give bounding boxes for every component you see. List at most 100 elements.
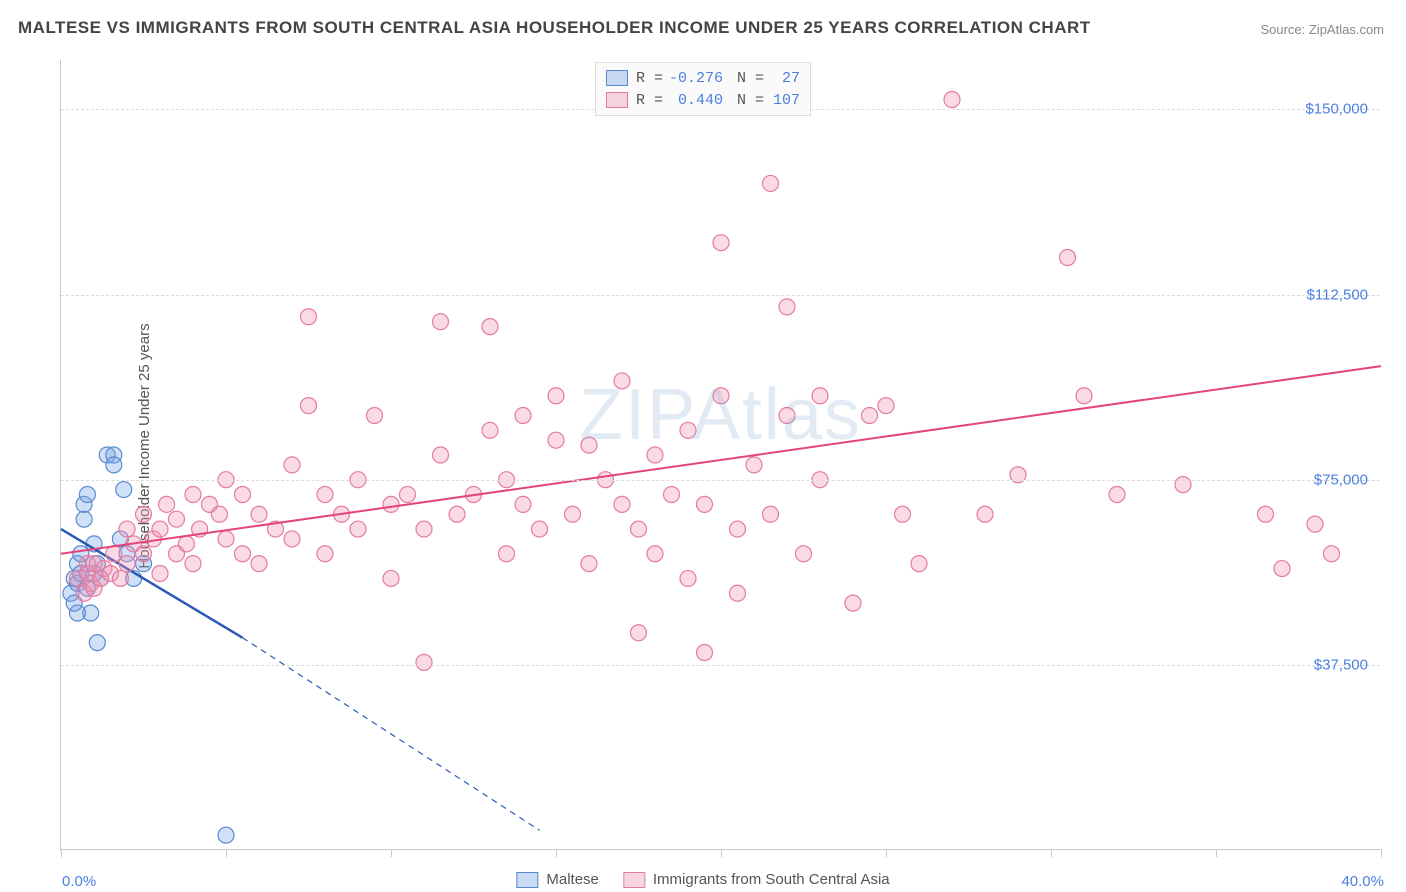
- data-point: [284, 531, 300, 547]
- data-point: [581, 556, 597, 572]
- data-point: [730, 521, 746, 537]
- data-point: [76, 511, 92, 527]
- data-point: [119, 556, 135, 572]
- data-point: [878, 398, 894, 414]
- legend-r-label: R =: [636, 92, 663, 109]
- source-label: Source: ZipAtlas.com: [1260, 22, 1384, 37]
- data-point: [400, 487, 416, 503]
- data-point: [631, 625, 647, 641]
- data-point: [515, 408, 531, 424]
- data-point: [152, 521, 168, 537]
- legend-r-value: -0.276: [663, 70, 723, 87]
- data-point: [779, 299, 795, 315]
- data-point: [779, 408, 795, 424]
- legend-swatch: [623, 872, 645, 888]
- data-point: [1274, 561, 1290, 577]
- data-point: [1324, 546, 1340, 562]
- data-point: [136, 546, 152, 562]
- data-point: [169, 511, 185, 527]
- data-point: [211, 506, 227, 522]
- trend-line-extrapolated: [243, 638, 540, 831]
- gridline: [61, 665, 1380, 666]
- data-point: [1060, 250, 1076, 266]
- data-point: [944, 92, 960, 108]
- x-tick: [391, 849, 392, 857]
- data-point: [845, 595, 861, 611]
- data-point: [1076, 388, 1092, 404]
- data-point: [416, 654, 432, 670]
- data-point: [631, 521, 647, 537]
- data-point: [106, 546, 122, 562]
- data-point: [697, 496, 713, 512]
- data-point: [317, 487, 333, 503]
- data-point: [152, 566, 168, 582]
- x-tick: [1051, 849, 1052, 857]
- data-point: [911, 556, 927, 572]
- legend-item: Maltese: [516, 871, 599, 888]
- legend-n-value: 107: [764, 92, 800, 109]
- data-point: [482, 319, 498, 335]
- chart-title: MALTESE VS IMMIGRANTS FROM SOUTH CENTRAL…: [18, 18, 1091, 38]
- data-point: [218, 827, 234, 843]
- x-axis-max-label: 40.0%: [1341, 873, 1384, 890]
- data-point: [1258, 506, 1274, 522]
- data-point: [159, 496, 175, 512]
- data-point: [796, 546, 812, 562]
- data-point: [119, 521, 135, 537]
- data-point: [350, 521, 366, 537]
- data-point: [433, 314, 449, 330]
- data-point: [730, 585, 746, 601]
- x-tick: [1216, 849, 1217, 857]
- data-point: [416, 521, 432, 537]
- data-point: [89, 635, 105, 651]
- data-point: [112, 570, 128, 586]
- data-point: [614, 496, 630, 512]
- data-point: [178, 536, 194, 552]
- data-point: [367, 408, 383, 424]
- data-point: [383, 570, 399, 586]
- data-point: [301, 309, 317, 325]
- x-tick: [226, 849, 227, 857]
- data-point: [218, 531, 234, 547]
- correlation-legend: R = -0.276N = 27R = 0.440N = 107: [595, 62, 811, 116]
- gridline: [61, 480, 1380, 481]
- x-tick: [886, 849, 887, 857]
- data-point: [581, 437, 597, 453]
- y-tick-label: $150,000: [1305, 101, 1368, 118]
- legend-swatch: [606, 70, 628, 86]
- data-point: [449, 506, 465, 522]
- data-point: [565, 506, 581, 522]
- data-point: [614, 373, 630, 389]
- data-point: [548, 432, 564, 448]
- data-point: [763, 175, 779, 191]
- data-point: [185, 487, 201, 503]
- data-point: [664, 487, 680, 503]
- plot-area: ZIPAtlas $37,500$75,000$112,500$150,000: [60, 60, 1380, 850]
- legend-row: R = -0.276N = 27: [606, 67, 800, 89]
- data-point: [548, 388, 564, 404]
- data-point: [713, 388, 729, 404]
- data-point: [251, 556, 267, 572]
- legend-r-value: 0.440: [663, 92, 723, 109]
- series-legend: MalteseImmigrants from South Central Asi…: [516, 871, 889, 888]
- chart-svg: [61, 60, 1380, 849]
- data-point: [746, 457, 762, 473]
- legend-n-value: 27: [764, 70, 800, 87]
- y-tick-label: $37,500: [1314, 656, 1368, 673]
- data-point: [1307, 516, 1323, 532]
- data-point: [79, 487, 95, 503]
- data-point: [680, 422, 696, 438]
- data-point: [647, 546, 663, 562]
- data-point: [116, 482, 132, 498]
- x-tick: [1381, 849, 1382, 857]
- data-point: [1109, 487, 1125, 503]
- data-point: [895, 506, 911, 522]
- data-point: [515, 496, 531, 512]
- data-point: [185, 556, 201, 572]
- data-point: [136, 506, 152, 522]
- data-point: [235, 487, 251, 503]
- data-point: [301, 398, 317, 414]
- legend-n-label: N =: [737, 92, 764, 109]
- legend-n-label: N =: [737, 70, 764, 87]
- x-tick: [721, 849, 722, 857]
